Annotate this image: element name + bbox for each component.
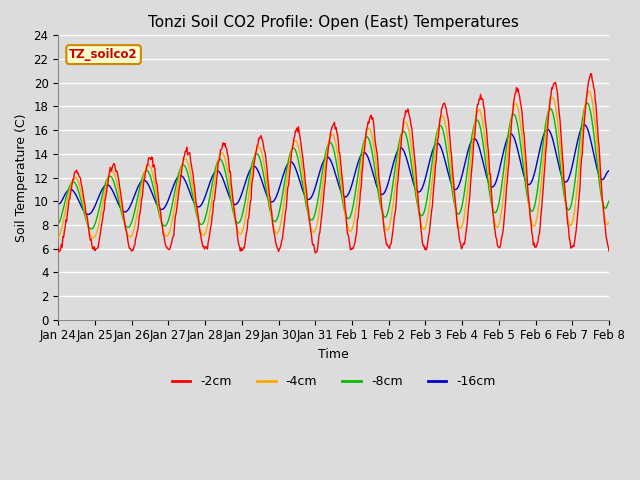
Y-axis label: Soil Temperature (C): Soil Temperature (C) xyxy=(15,113,28,242)
X-axis label: Time: Time xyxy=(318,348,349,361)
Legend: -2cm, -4cm, -8cm, -16cm: -2cm, -4cm, -8cm, -16cm xyxy=(166,370,500,393)
Text: TZ_soilco2: TZ_soilco2 xyxy=(69,48,138,61)
Title: Tonzi Soil CO2 Profile: Open (East) Temperatures: Tonzi Soil CO2 Profile: Open (East) Temp… xyxy=(148,15,519,30)
